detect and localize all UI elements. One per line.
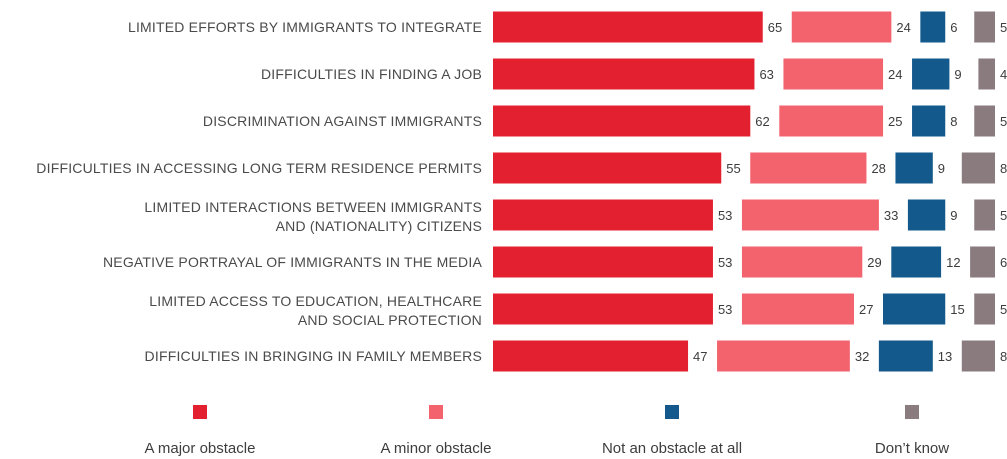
bar-a-major-obstacle-6	[493, 246, 713, 278]
category-label-line: AND (NATIONALITY) CITIZENS	[276, 218, 482, 234]
value-label-a-minor-obstacle-5: 33	[884, 208, 898, 223]
bar-a-minor-obstacle-2	[783, 58, 884, 90]
value-label-a-major-obstacle-4: 55	[726, 161, 740, 176]
value-label-don-t-know-4: 8	[1000, 161, 1007, 176]
value-label-not-an-obstacle-at-all-8: 13	[938, 349, 952, 364]
value-label-a-minor-obstacle-4: 28	[871, 161, 885, 176]
value-label-not-an-obstacle-at-all-4: 9	[938, 161, 945, 176]
value-label-a-major-obstacle-1: 65	[768, 20, 782, 35]
bar-a-minor-obstacle-6	[741, 246, 863, 278]
value-label-don-t-know-6: 6	[1000, 255, 1007, 270]
category-label-2: DIFFICULTIES IN FINDING A JOB	[261, 66, 482, 82]
category-label-line: DIFFICULTIES IN FINDING A JOB	[261, 66, 482, 82]
value-label-don-t-know-1: 5	[1000, 20, 1007, 35]
bar-don-t-know-2	[978, 58, 995, 90]
category-label-8: DIFFICULTIES IN BRINGING IN FAMILY MEMBE…	[145, 348, 482, 364]
bar-a-minor-obstacle-8	[717, 340, 850, 372]
legend-label-not-an-obstacle-at-all: Not an obstacle at all	[602, 440, 742, 457]
value-label-a-major-obstacle-5: 53	[718, 208, 732, 223]
bar-don-t-know-4	[961, 152, 995, 184]
bar-not-an-obstacle-at-all-7	[883, 293, 946, 325]
bar-a-minor-obstacle-7	[741, 293, 854, 325]
value-label-a-major-obstacle-8: 47	[693, 349, 707, 364]
category-label-line: DIFFICULTIES IN ACCESSING LONG TERM RESI…	[36, 160, 482, 176]
bar-not-an-obstacle-at-all-5	[907, 199, 946, 231]
value-label-don-t-know-3: 5	[1000, 114, 1007, 129]
value-label-a-minor-obstacle-3: 25	[888, 114, 902, 129]
value-label-a-major-obstacle-6: 53	[718, 255, 732, 270]
value-label-not-an-obstacle-at-all-3: 8	[950, 114, 957, 129]
bar-a-minor-obstacle-4	[750, 152, 867, 184]
legend-swatch-don-t-know	[905, 405, 919, 419]
bar-not-an-obstacle-at-all-1	[920, 11, 946, 43]
legend-swatch-a-minor-obstacle	[429, 405, 443, 419]
category-label-line: LIMITED EFFORTS BY IMMIGRANTS TO INTEGRA…	[128, 19, 482, 35]
value-label-a-minor-obstacle-2: 24	[888, 67, 902, 82]
category-label-line: LIMITED INTERACTIONS BETWEEN IMMIGRANTS	[144, 199, 482, 215]
bar-not-an-obstacle-at-all-8	[878, 340, 933, 372]
bar-don-t-know-7	[974, 293, 995, 325]
value-label-don-t-know-7: 5	[1000, 302, 1007, 317]
value-label-a-major-obstacle-3: 62	[755, 114, 769, 129]
bar-a-major-obstacle-4	[493, 152, 722, 184]
value-label-don-t-know-5: 5	[1000, 208, 1007, 223]
bar-not-an-obstacle-at-all-4	[895, 152, 933, 184]
value-label-a-minor-obstacle-6: 29	[867, 255, 881, 270]
bar-don-t-know-8	[961, 340, 995, 372]
category-label-6: NEGATIVE PORTRAYAL OF IMMIGRANTS IN THE …	[103, 254, 482, 270]
category-label-line: DIFFICULTIES IN BRINGING IN FAMILY MEMBE…	[145, 348, 482, 364]
category-label-7: LIMITED ACCESS TO EDUCATION, HEALTHCARE A…	[149, 293, 482, 328]
bar-don-t-know-1	[974, 11, 995, 43]
value-label-not-an-obstacle-at-all-7: 15	[950, 302, 964, 317]
bar-don-t-know-5	[974, 199, 995, 231]
value-label-not-an-obstacle-at-all-5: 9	[950, 208, 957, 223]
bar-not-an-obstacle-at-all-2	[912, 58, 950, 90]
bar-a-minor-obstacle-1	[791, 11, 892, 43]
value-label-not-an-obstacle-at-all-2: 9	[954, 67, 961, 82]
bar-a-major-obstacle-3	[493, 105, 751, 137]
bar-don-t-know-3	[974, 105, 995, 137]
value-label-a-minor-obstacle-7: 27	[859, 302, 873, 317]
category-label-1: LIMITED EFFORTS BY IMMIGRANTS TO INTEGRA…	[128, 19, 482, 35]
bar-a-major-obstacle-1	[493, 11, 763, 43]
bar-a-major-obstacle-8	[493, 340, 689, 372]
bar-a-major-obstacle-5	[493, 199, 713, 231]
value-label-a-minor-obstacle-1: 24	[896, 20, 910, 35]
bar-not-an-obstacle-at-all-3	[912, 105, 946, 137]
legend-swatch-a-major-obstacle	[193, 405, 207, 419]
bar-not-an-obstacle-at-all-6	[891, 246, 942, 278]
legend-label-a-major-obstacle: A major obstacle	[145, 440, 256, 457]
legend-label-don-t-know: Don’t know	[875, 440, 949, 457]
bar-a-minor-obstacle-3	[779, 105, 884, 137]
value-label-not-an-obstacle-at-all-6: 12	[946, 255, 960, 270]
legend-label-a-minor-obstacle: A minor obstacle	[381, 440, 492, 457]
category-label-3: DISCRIMINATION AGAINST IMMIGRANTS	[203, 113, 482, 129]
bar-a-major-obstacle-2	[493, 58, 755, 90]
category-label-4: DIFFICULTIES IN ACCESSING LONG TERM RESI…	[36, 160, 482, 176]
legend-swatch-not-an-obstacle-at-all	[665, 405, 679, 419]
category-label-line: DISCRIMINATION AGAINST IMMIGRANTS	[203, 113, 482, 129]
bar-a-major-obstacle-7	[493, 293, 713, 325]
value-label-a-major-obstacle-7: 53	[718, 302, 732, 317]
value-label-don-t-know-2: 4	[1000, 67, 1007, 82]
category-label-line: NEGATIVE PORTRAYAL OF IMMIGRANTS IN THE …	[103, 254, 482, 270]
value-label-a-major-obstacle-2: 63	[759, 67, 773, 82]
category-label-line: AND SOCIAL PROTECTION	[298, 312, 482, 328]
category-label-5: LIMITED INTERACTIONS BETWEEN IMMIGRANTS A…	[144, 199, 482, 234]
bar-don-t-know-6	[970, 246, 995, 278]
bar-a-minor-obstacle-5	[741, 199, 879, 231]
value-label-not-an-obstacle-at-all-1: 6	[950, 20, 957, 35]
value-label-don-t-know-8: 8	[1000, 349, 1007, 364]
category-label-line: LIMITED ACCESS TO EDUCATION, HEALTHCARE	[149, 293, 482, 309]
value-label-a-minor-obstacle-8: 32	[855, 349, 869, 364]
